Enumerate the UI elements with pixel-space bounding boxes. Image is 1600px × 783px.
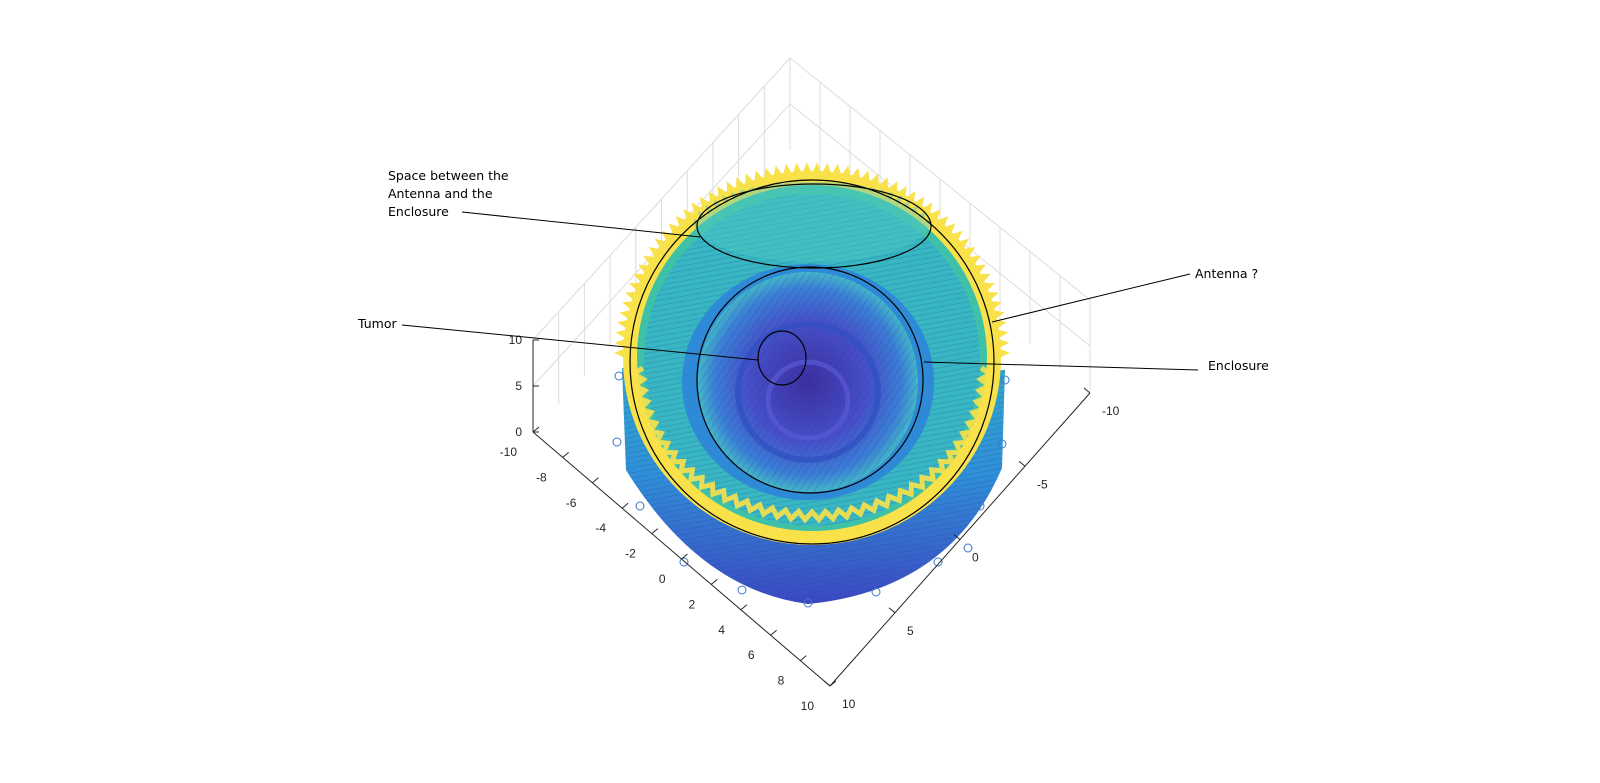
- x-tick-label: 0: [659, 572, 666, 586]
- x-tick-label: 4: [718, 623, 725, 637]
- scatter-marker: [975, 501, 985, 511]
- enclosure-circle: [629, 179, 995, 545]
- x-tick-label: -10: [500, 445, 518, 459]
- x-tick-mark: [651, 528, 659, 534]
- x-tick-mark: [532, 426, 540, 433]
- space-ellipse: [696, 183, 932, 269]
- interior-ring-1: [735, 321, 881, 463]
- grid-mid: [532, 103, 1091, 387]
- y-tick-label: 10: [842, 697, 856, 711]
- scatter-marker: [803, 598, 813, 608]
- annotation-enclosure: Enclosure: [1208, 358, 1269, 373]
- x-tick-mark: [829, 680, 837, 687]
- scatter-marker: [997, 439, 1007, 449]
- antenna-leader: [991, 273, 1191, 323]
- x-tick-mark: [799, 655, 807, 661]
- y-tick-label: -5: [1037, 477, 1048, 491]
- rim-spikes: [614, 162, 1010, 360]
- x-tick-label: 2: [689, 597, 696, 611]
- scatter-marker: [1000, 375, 1010, 385]
- top-band-highlight: [694, 182, 930, 262]
- scatter-marker: [933, 557, 943, 567]
- surface-mesh: [612, 162, 1010, 608]
- tumor-ellipse: [757, 330, 807, 386]
- z-tick-label: 10: [509, 333, 523, 347]
- y-tick-label: 0: [972, 551, 979, 565]
- space-leader: [461, 211, 701, 238]
- x-tick-label: -8: [536, 470, 547, 484]
- x-tick-label: 6: [748, 648, 755, 662]
- scatter-marker: [679, 557, 689, 567]
- x-tick-mark: [592, 477, 599, 484]
- x-tick-label: -6: [566, 496, 577, 510]
- annotation-overlay: Space between the Antenna and the Enclos…: [357, 168, 1269, 545]
- scatter-marker: [963, 543, 973, 553]
- scatter-marker: [614, 371, 624, 381]
- interior-ring-2: [765, 359, 851, 441]
- x-tick-mark: [770, 629, 777, 636]
- x-tick-mark: [621, 502, 629, 509]
- scatter-marker: [871, 587, 881, 597]
- x-tick-label: 10: [801, 699, 815, 713]
- tumor-leader: [401, 324, 759, 361]
- scatter-marker: [612, 437, 622, 447]
- x-tick-label: 8: [778, 674, 785, 688]
- z-tick-label: 0: [515, 425, 522, 439]
- x-tick-label: -4: [595, 521, 606, 535]
- annotation-antenna: Antenna ?: [1195, 266, 1258, 281]
- annotation-tumor: Tumor: [357, 316, 397, 331]
- x-tick-label: -2: [625, 547, 636, 561]
- scatter-marker: [737, 585, 747, 595]
- y-tick-mark: [1083, 387, 1091, 394]
- tick-labels: -10 -8 -6 -4 -2 0 2 4 6 8 10 -10 -5 0 5 10 0 5 10: [500, 333, 1120, 713]
- x-tick-mark: [681, 553, 688, 560]
- scatter-markers: [612, 371, 1010, 608]
- enclosure-leader: [923, 361, 1199, 371]
- x-tick-mark: [710, 579, 718, 585]
- antenna-circle: [696, 266, 924, 494]
- annotation-space: Space between the Antenna and the Enclos…: [388, 168, 513, 219]
- x-tick-mark: [562, 452, 570, 458]
- y-tick-mark: [953, 534, 961, 540]
- y-tick-mark: [888, 607, 896, 614]
- z-tick-label: 5: [515, 379, 522, 393]
- y-tick-label: 5: [907, 624, 914, 638]
- y-tick-mark: [1018, 460, 1026, 467]
- axes: [532, 339, 1091, 687]
- front-crest: [629, 365, 995, 524]
- x-tick-mark: [740, 604, 748, 611]
- scatter-marker: [635, 501, 645, 511]
- y-tick-label: -10: [1102, 404, 1120, 418]
- y-tick-mark: [823, 680, 831, 687]
